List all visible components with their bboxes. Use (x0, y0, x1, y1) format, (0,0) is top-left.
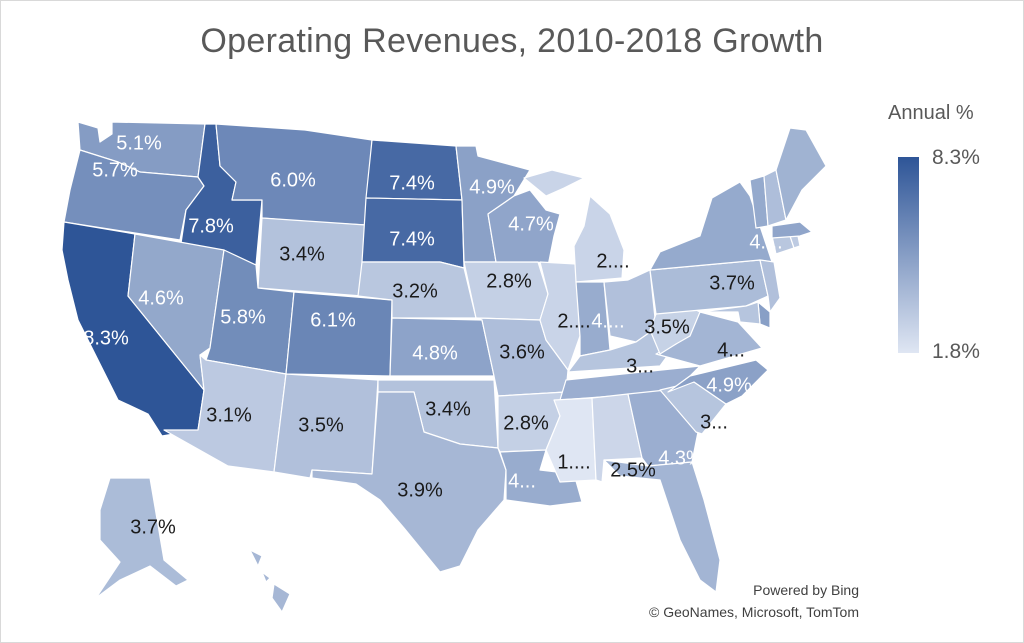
state-value-label: 3.2% (392, 280, 438, 302)
state-value-label: 2.5% (610, 459, 656, 481)
chart-title: Operating Revenues, 2010-2018 Growth (200, 22, 824, 60)
state-value-label: 3.9% (397, 479, 443, 501)
state-value-label: 7.4% (389, 172, 435, 194)
state-florida[interactable] (603, 459, 721, 593)
state-maine[interactable] (775, 127, 827, 221)
state-value-label: 6.0% (270, 169, 316, 191)
state-value-label: 5.8% (220, 306, 266, 328)
state-value-label: 2.... (596, 250, 629, 272)
state-value-label: 4.... (591, 310, 624, 332)
state-louisiana[interactable] (499, 449, 583, 507)
state-value-label: 4.7% (508, 213, 554, 235)
state-value-label: 5.7% (92, 159, 138, 181)
state-value-label: 2.8% (486, 270, 532, 292)
state-value-label: 2.8% (503, 412, 549, 434)
state-texas[interactable] (311, 391, 507, 573)
legend-min-label: 1.8% (932, 340, 980, 363)
state-value-label: 3.6% (499, 341, 545, 363)
state-new-jersey[interactable] (759, 259, 781, 313)
state-hawaii[interactable] (249, 549, 291, 613)
state-value-label: 1.... (557, 451, 590, 473)
state-value-label: 3.7% (130, 516, 176, 538)
state-value-label: 4... (717, 339, 745, 361)
state-nebraska[interactable] (357, 261, 477, 319)
state-wisconsin[interactable] (487, 189, 561, 267)
state-new-york[interactable] (649, 181, 773, 271)
powered-by-bing: Powered by Bing (753, 582, 859, 598)
state-alaska[interactable] (95, 477, 189, 599)
state-value-label: 4.9% (706, 374, 752, 396)
state-massachusetts[interactable] (771, 221, 813, 239)
legend-max-label: 8.3% (932, 146, 980, 169)
legend-title: Annual % (888, 102, 974, 124)
state-value-label: 3... (626, 355, 654, 377)
legend-color-scale (898, 157, 919, 353)
state-value-label: 4.9% (469, 176, 515, 198)
state-value-label: 4... (508, 470, 536, 492)
state-value-label: 5.1% (116, 132, 162, 154)
state-value-label: 2.... (557, 310, 590, 332)
state-value-label: 3.4% (279, 243, 325, 265)
state-colorado[interactable] (285, 291, 393, 377)
state-value-label: 4.6% (138, 287, 184, 309)
state-value-label: 4.8% (412, 342, 458, 364)
map-copyright: © GeoNames, Microsoft, TomTom (649, 604, 859, 620)
state-value-label: 4.... (749, 231, 782, 253)
state-michigan[interactable] (523, 169, 625, 283)
state-maryland[interactable] (699, 301, 761, 325)
state-value-label: 3.4% (425, 398, 471, 420)
state-value-label: 4.3% (658, 447, 704, 469)
state-value-label: 6.1% (310, 309, 356, 331)
state-value-label: 3.5% (644, 316, 690, 338)
state-value-label: 8.3% (83, 327, 129, 349)
state-value-label: 3.1% (206, 404, 252, 426)
state-value-label: 3... (700, 411, 728, 433)
state-north-carolina[interactable] (667, 359, 769, 405)
state-value-label: 3.7% (709, 272, 755, 294)
state-value-label: 7.4% (389, 228, 435, 250)
state-value-label: 7.8% (188, 215, 234, 237)
state-value-label: 3.5% (298, 414, 344, 436)
